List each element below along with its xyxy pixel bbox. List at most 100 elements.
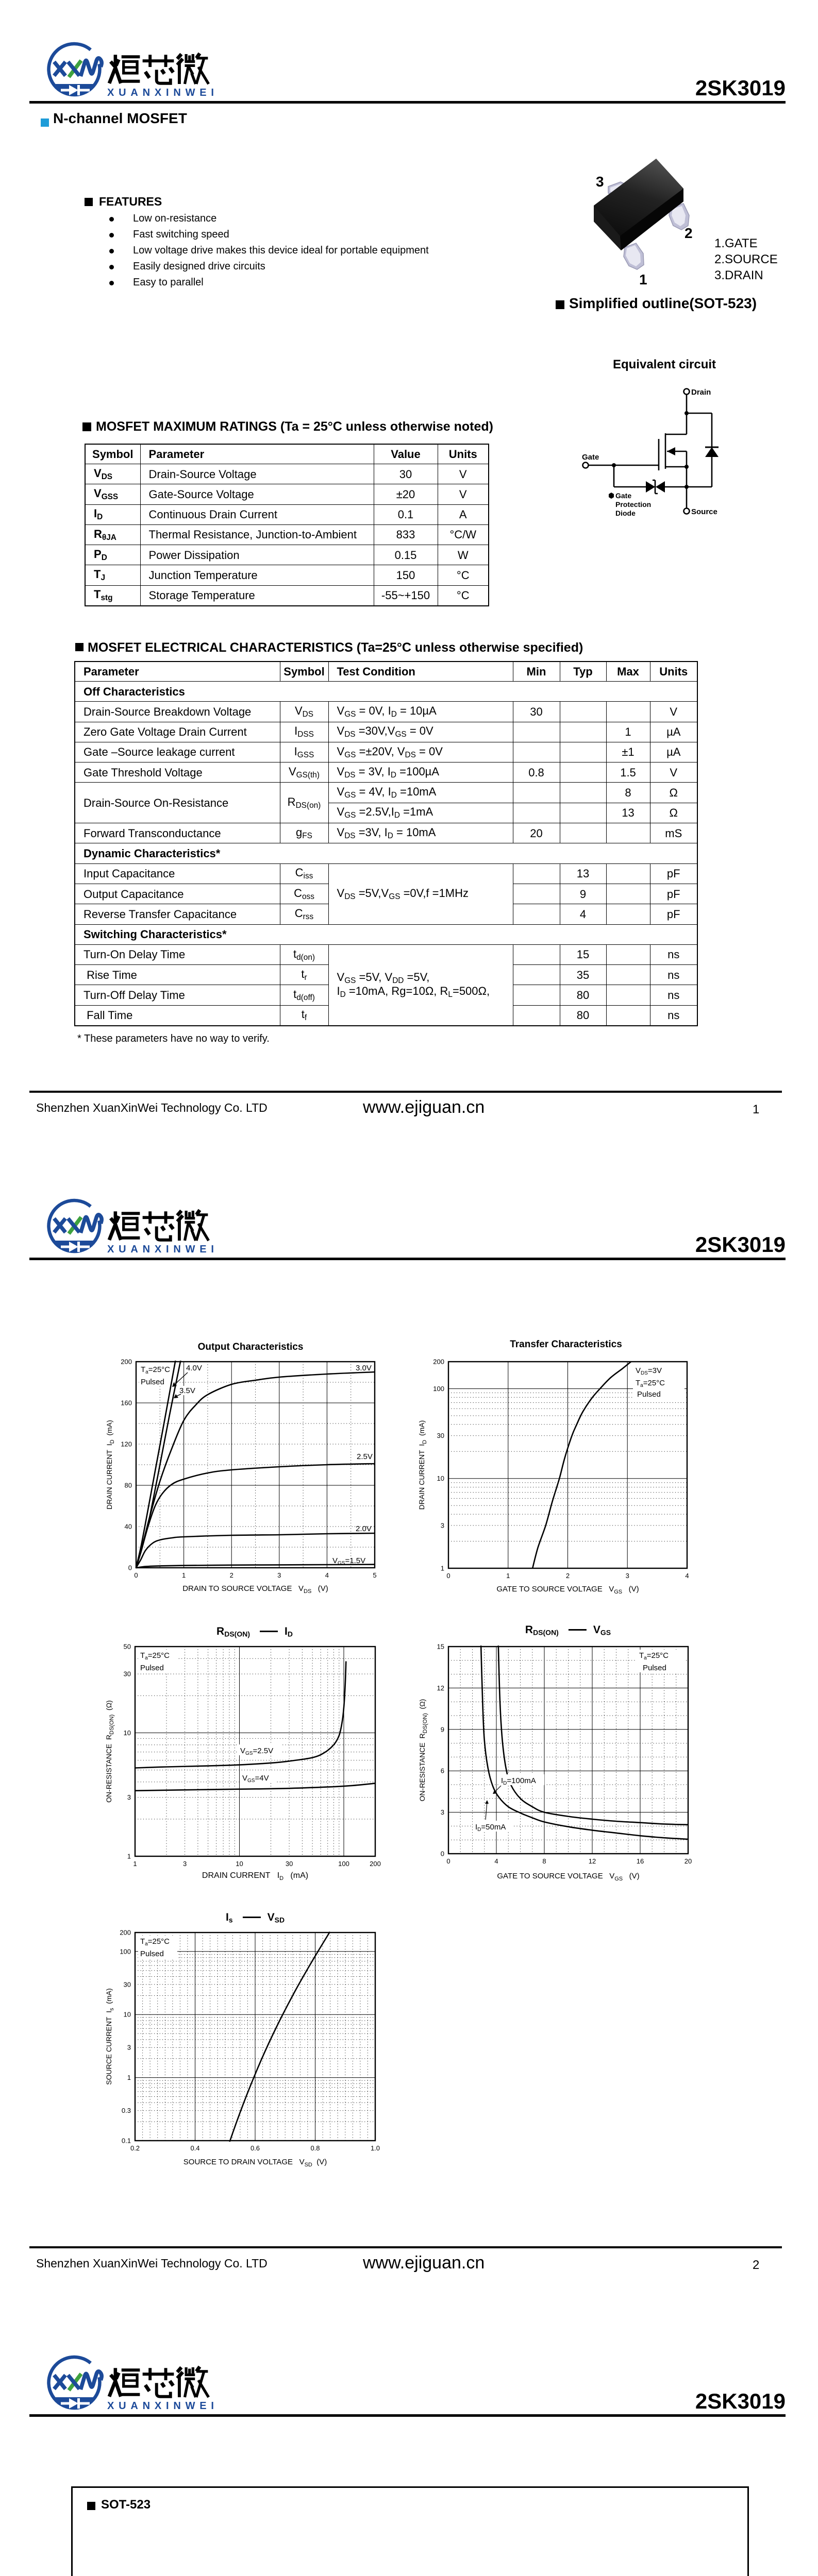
svg-text:ON-RESISTANCE RDS(ON) (Ω): ON-RESISTANCE RDS(ON) (Ω) xyxy=(418,1699,428,1802)
svg-text:0.8: 0.8 xyxy=(310,2144,320,2152)
svg-text:50: 50 xyxy=(124,1643,131,1651)
svg-text:3: 3 xyxy=(127,2044,131,2052)
svg-text:2.5V: 2.5V xyxy=(357,1452,373,1461)
svg-text:200: 200 xyxy=(120,1929,131,1937)
svg-text:9: 9 xyxy=(441,1725,444,1733)
svg-text:15: 15 xyxy=(437,1643,444,1651)
svg-text:VGS=4V: VGS=4V xyxy=(242,1774,269,1784)
svg-text:2.0V: 2.0V xyxy=(356,1524,372,1533)
svg-text:30: 30 xyxy=(286,1860,293,1868)
svg-text:4.0V: 4.0V xyxy=(186,1364,202,1372)
svg-text:10: 10 xyxy=(124,2011,131,2019)
svg-text:6: 6 xyxy=(441,1767,444,1775)
svg-text:3: 3 xyxy=(626,1572,629,1580)
svg-text:ON-RESISTANCE RDS(ON) (Ω): ON-RESISTANCE RDS(ON) (Ω) xyxy=(105,1700,115,1803)
svg-text:8: 8 xyxy=(542,1857,546,1865)
svg-text:20: 20 xyxy=(685,1857,692,1865)
svg-text:200: 200 xyxy=(433,1358,444,1366)
svg-text:2: 2 xyxy=(230,1571,233,1579)
svg-text:0: 0 xyxy=(446,1857,450,1865)
svg-text:5: 5 xyxy=(373,1571,376,1579)
svg-text:XUANXINWEI: XUANXINWEI xyxy=(107,87,219,98)
svg-text:Drain: Drain xyxy=(691,388,711,397)
svg-text:Pulsed: Pulsed xyxy=(140,1664,164,1672)
svg-text:1: 1 xyxy=(127,1853,131,1860)
svg-text:40: 40 xyxy=(125,1523,132,1531)
svg-text:Pulsed: Pulsed xyxy=(643,1664,666,1672)
svg-text:Source: Source xyxy=(691,507,717,516)
svg-text:1: 1 xyxy=(133,1860,137,1868)
svg-text:1: 1 xyxy=(441,1565,444,1572)
svg-text:SOURCE TO DRAIN VOLTAGE VSD: SOURCE TO DRAIN VOLTAGE VSD (V) xyxy=(183,2158,327,2168)
svg-text:VGS=2.5V: VGS=2.5V xyxy=(240,1747,273,1756)
svg-text:GATE TO SOURCE VOLTAGE VGS: GATE TO SOURCE VOLTAGE VGS (V) xyxy=(496,1585,639,1595)
svg-text:3.0V: 3.0V xyxy=(356,1364,372,1372)
svg-text:0: 0 xyxy=(134,1571,138,1579)
svg-text:DRAIN CURRENT ID (mA): DRAIN CURRENT ID (mA) xyxy=(202,1871,308,1882)
svg-text:1.0: 1.0 xyxy=(371,2144,380,2152)
svg-text:DRAIN TO SOURCE VOLTAGE VDS: DRAIN TO SOURCE VOLTAGE VDS (V) xyxy=(182,1584,328,1595)
svg-text:0.2: 0.2 xyxy=(130,2144,140,2152)
svg-text:2: 2 xyxy=(566,1572,570,1580)
svg-text:200: 200 xyxy=(370,1860,381,1868)
svg-text:120: 120 xyxy=(121,1440,132,1448)
svg-text:200: 200 xyxy=(121,1358,132,1366)
svg-text:Pulsed: Pulsed xyxy=(140,1950,164,1958)
svg-text:0.1: 0.1 xyxy=(122,2137,131,2145)
svg-text:3.5V: 3.5V xyxy=(179,1386,195,1395)
svg-text:12: 12 xyxy=(589,1857,596,1865)
svg-text:100: 100 xyxy=(433,1385,444,1393)
svg-text:3: 3 xyxy=(127,1793,131,1801)
svg-text:0.3: 0.3 xyxy=(122,2107,131,2114)
svg-text:3: 3 xyxy=(277,1571,281,1579)
svg-text:ID=50mA: ID=50mA xyxy=(475,1823,506,1833)
svg-text:10: 10 xyxy=(437,1475,444,1482)
svg-text:4: 4 xyxy=(325,1571,329,1579)
svg-text:16: 16 xyxy=(637,1857,644,1865)
svg-text:0: 0 xyxy=(441,1850,444,1858)
svg-text:0.6: 0.6 xyxy=(251,2144,260,2152)
svg-text:12: 12 xyxy=(437,1684,444,1692)
svg-text:Ta=25°C: Ta=25°C xyxy=(140,1937,170,1947)
svg-text:VDS=3V: VDS=3V xyxy=(636,1366,662,1376)
svg-text:0: 0 xyxy=(446,1572,450,1580)
svg-text:2: 2 xyxy=(685,225,693,241)
svg-text:Pulsed: Pulsed xyxy=(141,1378,164,1386)
svg-text:10: 10 xyxy=(236,1860,243,1868)
svg-text:Pulsed: Pulsed xyxy=(637,1390,661,1399)
svg-text:1: 1 xyxy=(639,272,647,287)
svg-text:10: 10 xyxy=(124,1729,131,1737)
svg-text:DRAIN CURRENT ID (mA): DRAIN CURRENT ID (mA) xyxy=(105,1420,115,1510)
svg-text:DRAIN CURRENT ID (mA): DRAIN CURRENT ID (mA) xyxy=(418,1420,428,1510)
svg-text:1: 1 xyxy=(506,1572,510,1580)
svg-text:160: 160 xyxy=(121,1399,132,1407)
svg-text:1: 1 xyxy=(127,2074,131,2081)
svg-text:Ta=25°C: Ta=25°C xyxy=(639,1651,669,1661)
svg-text:XUANXINWEI: XUANXINWEI xyxy=(107,1244,219,1255)
svg-text:Protection: Protection xyxy=(615,500,651,509)
svg-text:1: 1 xyxy=(182,1571,186,1579)
svg-text:30: 30 xyxy=(437,1432,444,1439)
svg-text:3: 3 xyxy=(441,1808,444,1816)
svg-text:0: 0 xyxy=(128,1564,132,1572)
svg-text:4: 4 xyxy=(685,1572,689,1580)
svg-text:Ta=25°C: Ta=25°C xyxy=(141,1365,170,1375)
svg-text:3: 3 xyxy=(596,174,604,190)
svg-text:Gate: Gate xyxy=(582,453,599,462)
svg-text:VGS=1.5V: VGS=1.5V xyxy=(332,1556,365,1566)
svg-text:0.4: 0.4 xyxy=(190,2144,199,2152)
svg-text:30: 30 xyxy=(124,1980,131,1988)
svg-text:GATE TO SOURCE VOLTAGE VGS: GATE TO SOURCE VOLTAGE VGS (V) xyxy=(497,1872,639,1882)
svg-text:100: 100 xyxy=(120,1947,131,1955)
svg-text:Ta=25°C: Ta=25°C xyxy=(636,1379,665,1388)
svg-text:80: 80 xyxy=(125,1482,132,1489)
svg-text:Diode: Diode xyxy=(615,509,636,517)
svg-text:4: 4 xyxy=(494,1857,498,1865)
svg-text:Gate: Gate xyxy=(615,492,631,500)
svg-text:3: 3 xyxy=(183,1860,187,1868)
svg-text:100: 100 xyxy=(338,1860,349,1868)
svg-text:Ta=25°C: Ta=25°C xyxy=(140,1651,170,1661)
svg-text:SOURCE CURRENT Is (mA): SOURCE CURRENT Is (mA) xyxy=(105,1988,115,2085)
svg-text:30: 30 xyxy=(124,1670,131,1678)
svg-text:3: 3 xyxy=(441,1521,444,1529)
